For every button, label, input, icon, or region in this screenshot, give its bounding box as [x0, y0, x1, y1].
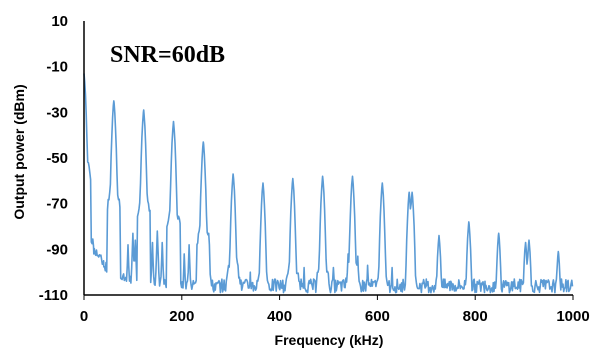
y-axis-label: Output power (dBm) [11, 84, 27, 219]
x-tick-label: 400 [267, 308, 292, 325]
y-tick-label: -10 [46, 59, 68, 76]
x-tick-label: 800 [463, 308, 488, 325]
x-tick-label: 0 [80, 308, 88, 325]
series-line [83, 73, 574, 294]
snr-annotation: SNR=60dB [110, 42, 225, 68]
y-tick-label: 10 [51, 13, 68, 30]
x-axis-label: Frequency (kHz) [275, 332, 384, 348]
x-tick-label: 200 [169, 308, 194, 325]
x-tick-label: 1000 [556, 308, 589, 325]
x-tick-label: 600 [365, 308, 390, 325]
y-axis-ticks: 10 -10 -30 -50 -70 -90 -110 [39, 13, 68, 304]
y-tick-label: -110 [39, 287, 68, 304]
y-tick-label: -90 [46, 241, 68, 258]
x-axis-ticks: 0 200 400 600 800 1000 [80, 295, 590, 325]
y-tick-label: -50 [46, 150, 68, 167]
y-tick-label: -30 [46, 104, 68, 121]
y-tick-label: -70 [46, 196, 68, 213]
